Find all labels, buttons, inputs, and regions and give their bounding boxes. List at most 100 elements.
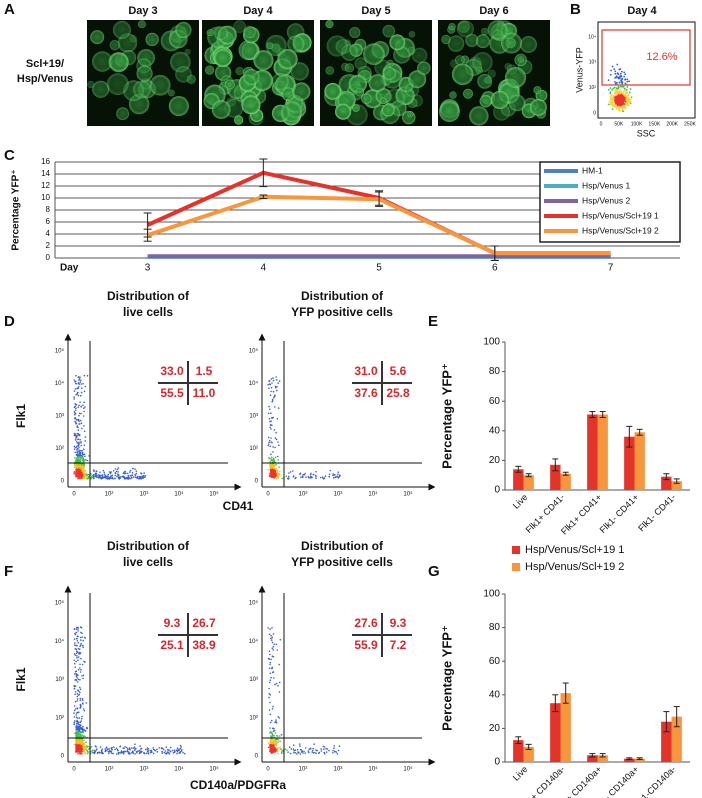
event-dot: [272, 648, 274, 650]
event-dot: [128, 752, 130, 754]
event-dot: [76, 731, 78, 733]
event-dot: [80, 442, 82, 444]
event-dot: [276, 386, 278, 388]
event-dot: [113, 747, 115, 749]
event-dot: [83, 746, 85, 748]
colony: [384, 94, 392, 102]
y-tick-label: 0: [46, 253, 51, 262]
event-dot: [139, 745, 141, 747]
event-dot: [76, 465, 78, 467]
event-dot: [77, 696, 79, 698]
event-dot: [611, 89, 613, 91]
event-dot: [611, 98, 613, 100]
event-dot: [339, 475, 341, 477]
event-dot: [82, 742, 84, 744]
event-dot: [73, 660, 75, 662]
event-dot: [300, 749, 302, 751]
event-dot: [271, 752, 273, 754]
event-dot: [273, 417, 275, 419]
y-tick-label: 10⁴: [249, 380, 259, 387]
event-dot: [268, 658, 270, 660]
event-dot: [325, 475, 327, 477]
event-dot: [329, 470, 331, 472]
event-dot: [86, 702, 88, 704]
event-dot: [82, 646, 84, 648]
event-dot: [80, 688, 82, 690]
event-dot: [75, 691, 77, 693]
event-dot: [74, 405, 76, 407]
event-dot: [76, 726, 78, 728]
event-dot: [622, 110, 624, 112]
event-dot: [74, 688, 76, 690]
event-dot: [180, 748, 182, 750]
event-dot: [612, 108, 614, 110]
event-dot: [332, 750, 334, 752]
event-dot: [293, 475, 295, 477]
event-dot: [170, 751, 172, 753]
event-dot: [278, 664, 280, 666]
event-dot: [83, 729, 85, 731]
event-dot: [134, 743, 136, 745]
event-dot: [84, 753, 86, 755]
legend-swatch: [512, 546, 520, 554]
event-dot: [626, 81, 628, 83]
event-dot: [281, 752, 283, 754]
event-dot: [74, 457, 76, 459]
x-tick-label: 5: [376, 263, 382, 274]
y-tick-label: 10²: [55, 446, 64, 452]
y-tick-label: 12: [41, 181, 50, 190]
event-dot: [84, 431, 86, 433]
event-dot: [276, 739, 278, 741]
event-dot: [81, 387, 83, 389]
y-tick-label: 0: [61, 479, 65, 485]
event-dot: [274, 740, 276, 742]
colony: [287, 35, 304, 52]
colony: [345, 63, 354, 72]
y-tick-label: 40: [489, 689, 501, 700]
event-dot: [273, 742, 275, 744]
event-dot: [122, 476, 124, 478]
plot-title: Distribution of: [301, 289, 384, 303]
event-dot: [616, 89, 618, 91]
event-dot: [270, 454, 272, 456]
event-dot: [79, 453, 81, 455]
panel-label: A: [4, 1, 15, 18]
event-dot: [82, 726, 84, 728]
event-dot: [78, 721, 80, 723]
event-dot: [615, 102, 617, 104]
event-dot: [271, 627, 273, 629]
event-dot: [626, 102, 628, 104]
event-dot: [131, 474, 133, 476]
event-dot: [268, 688, 270, 690]
event-dot: [272, 708, 274, 710]
event-dot: [124, 746, 126, 748]
colony: [515, 54, 527, 66]
event-dot: [168, 749, 170, 751]
event-dot: [128, 475, 130, 477]
event-dot: [277, 456, 279, 458]
event-dot: [610, 74, 612, 76]
event-dot: [610, 70, 612, 72]
event-dot: [621, 71, 623, 73]
event-dot: [82, 699, 84, 701]
event-dot: [76, 653, 78, 655]
y-tick-label: 10³: [55, 414, 64, 420]
x-tick-label: 0: [72, 767, 76, 773]
event-dot: [274, 464, 276, 466]
colony: [150, 75, 171, 96]
event-dot: [107, 476, 109, 478]
event-dot: [142, 477, 144, 479]
quadrant-value: 26.7: [192, 616, 216, 630]
event-dot: [274, 730, 276, 732]
event-dot: [79, 667, 81, 669]
y-tick-label: 2: [46, 241, 51, 250]
legend-label: Hsp/Venus 1: [582, 180, 630, 190]
legend-label: Hsp/Venus/Scl+19 1: [525, 544, 624, 556]
event-dot: [81, 383, 83, 385]
event-dot: [277, 753, 279, 755]
event-dot: [161, 752, 163, 754]
event-dot: [77, 677, 79, 679]
event-dot: [111, 477, 113, 479]
colony: [292, 82, 310, 100]
event-dot: [87, 753, 89, 755]
